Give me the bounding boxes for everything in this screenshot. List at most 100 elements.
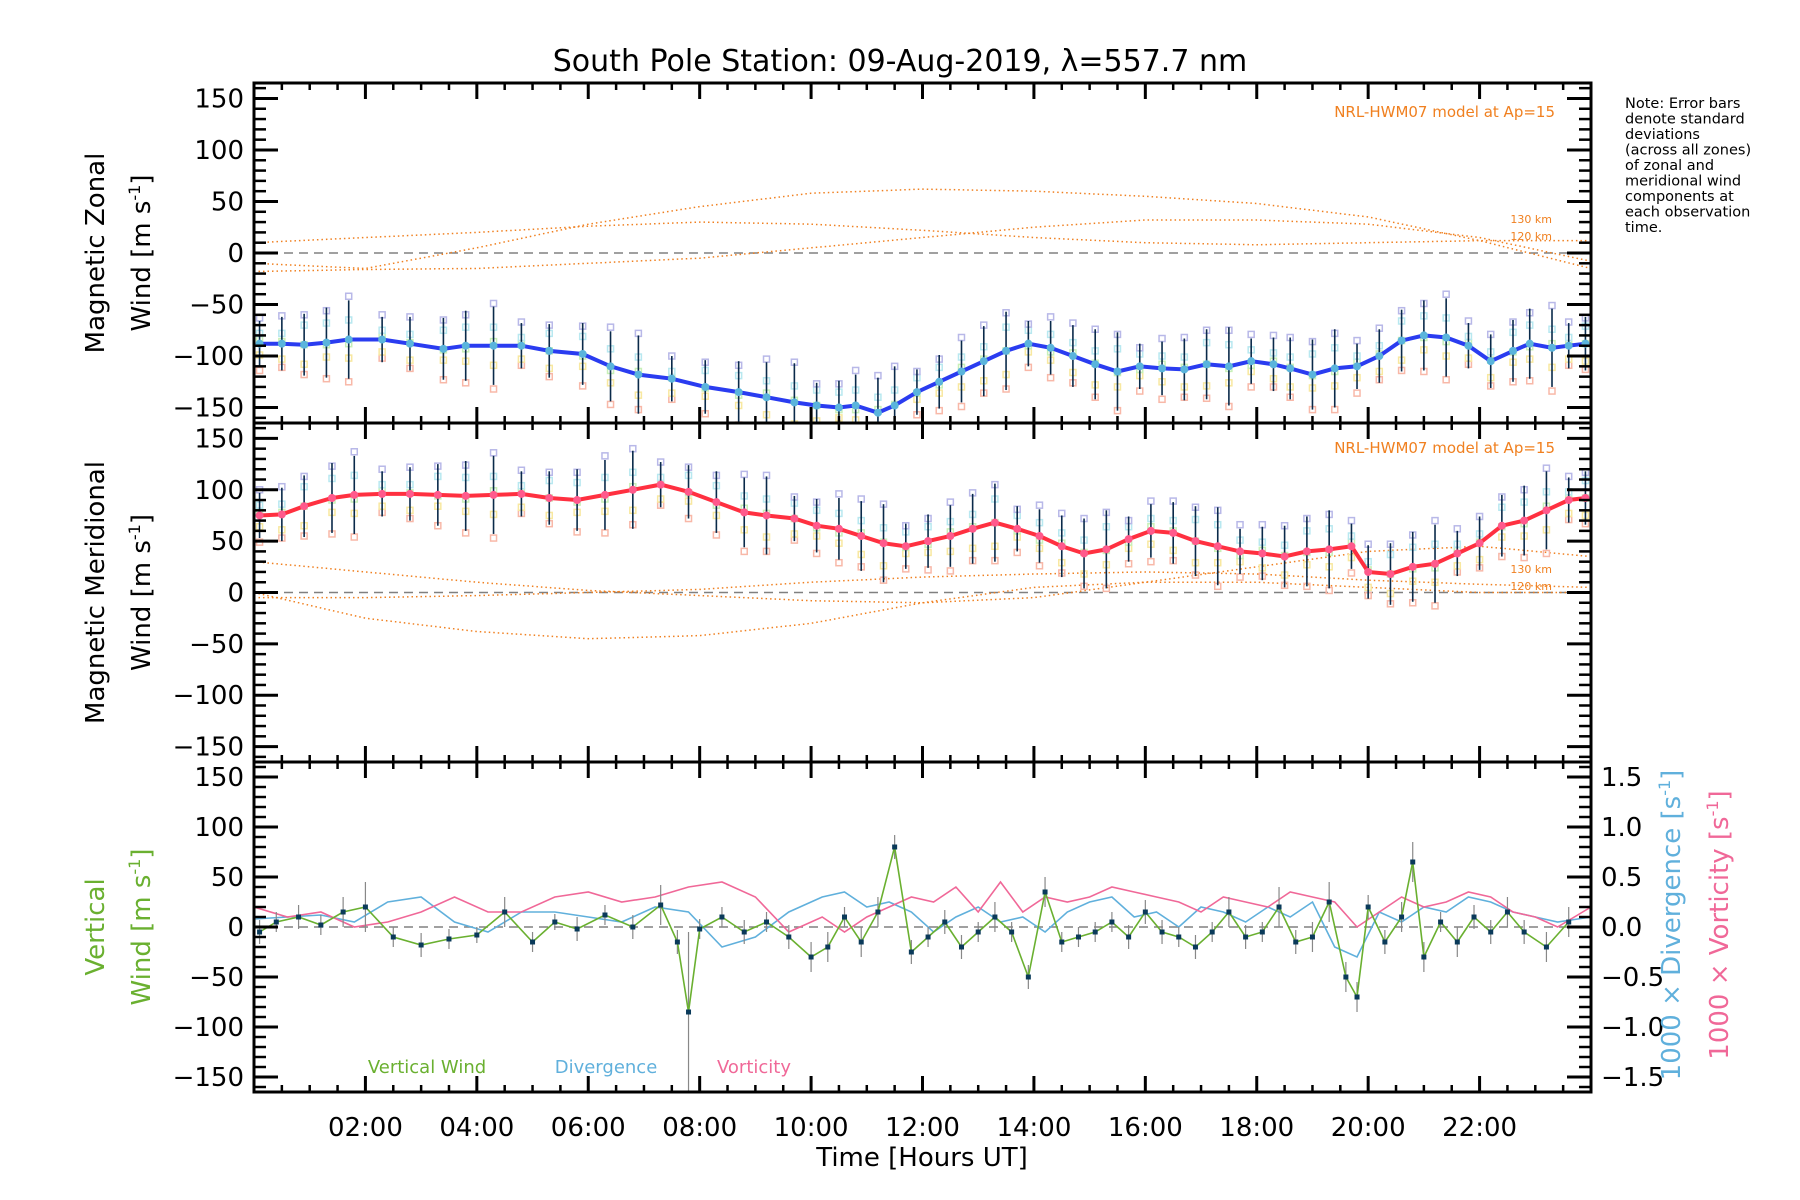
vertical-wind-point xyxy=(1488,929,1494,935)
y-tick-label: 50 xyxy=(211,527,244,557)
zone-point xyxy=(946,498,955,506)
meridional-wind-point xyxy=(1364,567,1373,576)
zonal-wind-point xyxy=(812,401,821,410)
zone-point xyxy=(1542,549,1551,558)
meridional-wind-point xyxy=(740,508,749,517)
vertical-wind-point xyxy=(502,909,508,915)
y-axis-label-line1: Magnetic Meridional xyxy=(81,461,111,724)
zone-point xyxy=(606,323,615,331)
zone-point xyxy=(1431,516,1439,525)
zonal-wind-point xyxy=(912,388,921,397)
right-tick-label: −1.0 xyxy=(1601,1013,1664,1043)
vertical-wind-point xyxy=(1059,939,1065,945)
zone-point xyxy=(946,567,955,575)
zonal-wind-point xyxy=(890,401,899,410)
zone-point xyxy=(764,433,770,439)
meridional-wind-point xyxy=(405,489,414,498)
zonal-wind-point xyxy=(1091,360,1100,369)
vorticity-line xyxy=(254,880,1591,933)
meridional-wind-point xyxy=(300,502,309,511)
zone-point xyxy=(1548,387,1556,395)
y-tick-label: −150 xyxy=(173,394,244,424)
meridional-wind-point xyxy=(1035,532,1044,540)
right-axis-label-vorticity: 1000 × Vorticity [s-1] xyxy=(1703,790,1735,1059)
meridional-wind-point xyxy=(1236,547,1245,556)
model-curve-model-3 xyxy=(254,219,1591,273)
zonal-wind-point xyxy=(1419,331,1428,340)
zone-point xyxy=(875,428,881,434)
meridional-wind-point xyxy=(378,489,387,498)
zone-point xyxy=(740,470,748,479)
vertical-wind-point xyxy=(1343,974,1349,980)
meridional-wind-point xyxy=(327,493,336,502)
zone-point xyxy=(601,452,609,460)
vertical-wind-point xyxy=(875,909,881,915)
km-label-130: 130 km xyxy=(1510,563,1552,576)
x-tick-label: 04:00 xyxy=(439,1113,514,1143)
meridional-wind-point xyxy=(545,493,554,502)
zone-point xyxy=(1548,301,1556,310)
legend-vorticity: Vorticity xyxy=(717,1057,791,1078)
vertical-wind-point xyxy=(1326,899,1332,905)
vertical-wind-point xyxy=(764,919,770,925)
y-tick-label: −150 xyxy=(173,1063,244,1093)
zone-point xyxy=(606,400,615,409)
meridional-wind-point xyxy=(628,485,637,494)
meridional-wind-point xyxy=(1013,524,1022,533)
zone-point xyxy=(1347,516,1356,525)
meridional-wind-point xyxy=(834,524,843,533)
zonal-wind-point xyxy=(1286,364,1295,373)
zone-point xyxy=(489,449,498,457)
zone-point xyxy=(851,366,860,375)
zone-point xyxy=(350,448,359,456)
right-tick-label: 1.5 xyxy=(1601,763,1642,793)
vertical-wind-point xyxy=(1159,929,1165,935)
zone-point xyxy=(814,424,820,430)
zonal-wind-point xyxy=(1509,346,1518,355)
zone-point xyxy=(1046,373,1055,382)
zonal-wind-point xyxy=(1525,339,1534,348)
meridional-wind-point xyxy=(1520,516,1529,525)
vertical-wind-point xyxy=(1382,939,1388,945)
km-label-120: 120 km xyxy=(1510,230,1552,243)
zone-point xyxy=(489,385,498,393)
y-tick-label: −150 xyxy=(173,733,244,763)
vertical-wind-point xyxy=(418,942,424,948)
vertical-wind-point xyxy=(786,934,792,940)
right-tick-label: 0.0 xyxy=(1601,913,1642,943)
vertical-wind-point xyxy=(825,944,831,950)
plot-area xyxy=(254,835,1591,1092)
zonal-wind-point xyxy=(1046,343,1055,352)
vertical-wind-point xyxy=(741,929,747,935)
zonal-wind-point xyxy=(1113,367,1122,376)
meridional-wind-point xyxy=(517,489,526,498)
vertical-wind-point xyxy=(925,934,931,940)
meridional-wind-point xyxy=(990,518,999,527)
zonal-wind-point xyxy=(1564,341,1573,350)
model-curve-120km xyxy=(254,221,1591,246)
vertical-wind-point xyxy=(1075,934,1081,940)
meridional-wind-point xyxy=(1542,506,1551,515)
meridional-wind-point xyxy=(1386,570,1395,579)
meridional-wind-point xyxy=(1280,552,1289,561)
x-tick-label: 22:00 xyxy=(1442,1113,1517,1143)
zonal-wind-point xyxy=(1202,360,1211,369)
zonal-wind-point xyxy=(1024,339,1033,348)
zone-point xyxy=(892,440,898,446)
zonal-wind-point xyxy=(1180,365,1189,374)
plot-area xyxy=(254,188,1591,446)
zone-point xyxy=(1147,497,1155,505)
zonal-wind-point xyxy=(277,339,286,348)
vertical-wind-point xyxy=(942,919,948,925)
x-tick-labels: 02:00 04:00 06:00 08:00 10:00 12:00 14:00 16:00… xyxy=(328,1113,1517,1143)
vertical-wind-point xyxy=(1354,994,1360,1000)
vertical-wind-point xyxy=(318,922,324,928)
vertical-wind-point xyxy=(390,934,396,940)
vertical-wind-point xyxy=(1410,859,1416,865)
vertical-wind-line xyxy=(259,846,1570,1013)
zonal-wind-point xyxy=(1247,357,1256,366)
vertical-wind-point xyxy=(574,926,580,932)
y-tick-label: 50 xyxy=(211,187,244,217)
note-line: deviations xyxy=(1625,127,1700,143)
